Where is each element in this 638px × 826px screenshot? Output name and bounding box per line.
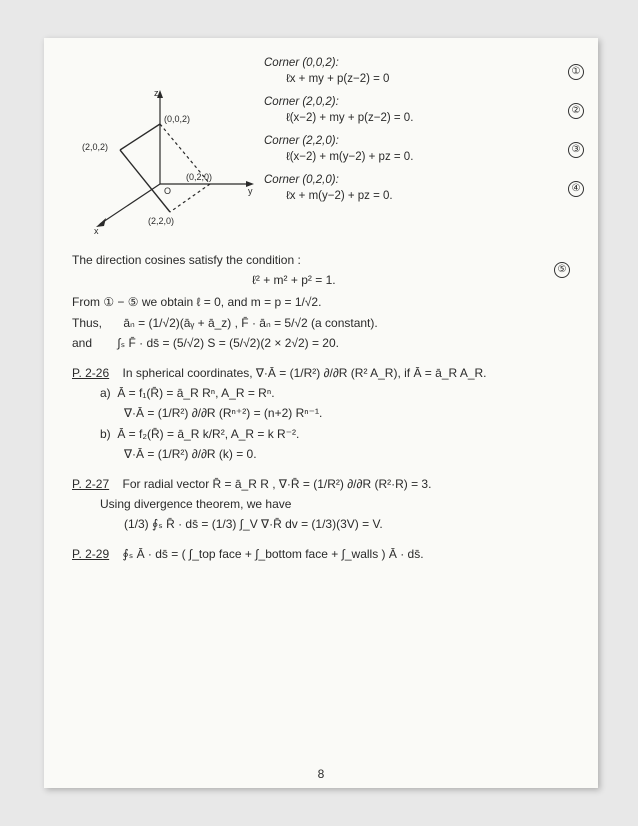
diagram-svg: z y x O (0,0,2) (2,0,2) [80, 84, 260, 234]
and-line: and ∫ₛ F̄ · ds̄ = (5/√2) S = (5/√2)(2 × … [72, 335, 570, 351]
integral-eq: ∫ₛ F̄ · ds̄ = (5/√2) S = (5/√2)(2 × 2√2)… [95, 336, 339, 350]
corner-eqn-3: Corner (2,2,0): ℓ(x−2) + m(y−2) + pz = 0… [264, 134, 584, 165]
diagram-and-corner-eqns: z y x O (0,0,2) (2,0,2) [72, 56, 570, 246]
pt-label-0: (0,0,2) [164, 114, 190, 124]
p226-b2: ∇·Ā = (1/R²) ∂/∂R (k) = 0. [72, 446, 570, 462]
eqn-number-circle: ② [568, 103, 584, 119]
corner-equations: Corner (0,0,2): ℓx + my + p(z−2) = 0 ① C… [264, 56, 584, 212]
x-axis-label: x [94, 226, 99, 234]
problem-2-27: P. 2-27 For radial vector R̄ = ā_R R , ∇… [72, 476, 570, 533]
corner-title: Corner (2,0,2): [264, 95, 558, 111]
problem-2-26: P. 2-26 In spherical coordinates, ∇·Ā = … [72, 365, 570, 462]
corner-eqn-1: Corner (0,0,2): ℓx + my + p(z−2) = 0 ① [264, 56, 584, 87]
corner-body: ℓx + my + p(z−2) = 0 [264, 72, 558, 88]
pt-label-3: (2,2,0) [148, 216, 174, 226]
p227-line1: For radial vector R̄ = ā_R R , ∇·R̄ = (1… [123, 477, 432, 491]
p227-line2: Using divergence theorem, we have [72, 496, 570, 512]
p226-intro-row: P. 2-26 In spherical coordinates, ∇·Ā = … [72, 365, 570, 381]
pt-label-2: (0,2,0) [186, 172, 212, 182]
p226-intro: In spherical coordinates, ∇·Ā = (1/R²) ∂… [123, 366, 487, 380]
page-number: 8 [44, 766, 598, 782]
dir-line1: The direction cosines satisfy the condit… [72, 252, 544, 268]
y-axis-label: y [248, 186, 253, 196]
thus-line: Thus, āₙ = (1/√2)(āᵧ + ā_z) , F̄ · āₙ = … [72, 315, 570, 331]
corner-body: ℓ(x−2) + m(y−2) + pz = 0. [264, 150, 558, 166]
corner-title: Corner (2,2,0): [264, 134, 558, 150]
p226-a2: ∇·Ā = (1/R²) ∂/∂R (Rⁿ⁺²) = (n+2) Rⁿ⁻¹. [72, 405, 570, 421]
corner-eqn-2: Corner (2,0,2): ℓ(x−2) + my + p(z−2) = 0… [264, 95, 584, 126]
and-label: and [72, 336, 92, 350]
part-a-label: a) [100, 386, 111, 400]
thus-eq: āₙ = (1/√2)(āᵧ + ā_z) , F̄ · āₙ = 5/√2 (… [105, 316, 377, 330]
dir-line2: ℓ² + m² + p² = 1. [72, 272, 544, 288]
prob-label: P. 2-29 [72, 547, 109, 561]
eqn-number-circle: ⑤ [554, 262, 570, 278]
from-line: From ① − ⑤ we obtain ℓ = 0, and m = p = … [72, 294, 570, 310]
p226-b1: Ā = f₂(R̄) = ā_R k/R², A_R = k R⁻². [117, 427, 299, 441]
corner-body: ℓ(x−2) + my + p(z−2) = 0. [264, 111, 558, 127]
eqn-number-circle: ① [568, 64, 584, 80]
eqn-number-circle: ③ [568, 142, 584, 158]
direction-cosines: The direction cosines satisfy the condit… [72, 252, 570, 288]
eqn-number-circle: ④ [568, 181, 584, 197]
prob-label: P. 2-26 [72, 366, 109, 380]
p229-row: P. 2-29 ∮ₛ Ā · ds̄ = ( ∫_top face + ∫_bo… [72, 546, 570, 562]
corner-eqn-4: Corner (0,2,0): ℓx + m(y−2) + pz = 0. ④ [264, 173, 584, 204]
corner-title: Corner (0,2,0): [264, 173, 558, 189]
p229-eq: ∮ₛ Ā · ds̄ = ( ∫_top face + ∫_bottom fac… [123, 547, 424, 561]
prob-label: P. 2-27 [72, 477, 109, 491]
origin-label: O [164, 186, 171, 196]
derivation: From ① − ⑤ we obtain ℓ = 0, and m = p = … [72, 294, 570, 351]
pt-label-1: (2,0,2) [82, 142, 108, 152]
part-b-label: b) [100, 427, 111, 441]
p226-a-row: a) Ā = f₁(R̄) = ā_R Rⁿ, A_R = Rⁿ. [72, 385, 570, 401]
p226-b-row: b) Ā = f₂(R̄) = ā_R k/R², A_R = k R⁻². [72, 426, 570, 442]
p227-line3: (1/3) ∮ₛ R̄ · ds̄ = (1/3) ∫_V ∇·R̄ dv = … [72, 516, 570, 532]
z-axis-label: z [154, 88, 159, 98]
scanned-page: z y x O (0,0,2) (2,0,2) [44, 38, 598, 788]
problem-2-29: P. 2-29 ∮ₛ Ā · ds̄ = ( ∫_top face + ∫_bo… [72, 546, 570, 562]
thus-label: Thus, [72, 316, 102, 330]
corner-title: Corner (0,0,2): [264, 56, 558, 72]
p226-a1: Ā = f₁(R̄) = ā_R Rⁿ, A_R = Rⁿ. [117, 386, 274, 400]
p227-row1: P. 2-27 For radial vector R̄ = ā_R R , ∇… [72, 476, 570, 492]
coordinate-diagram: z y x O (0,0,2) (2,0,2) [80, 84, 260, 234]
corner-body: ℓx + m(y−2) + pz = 0. [264, 189, 558, 205]
